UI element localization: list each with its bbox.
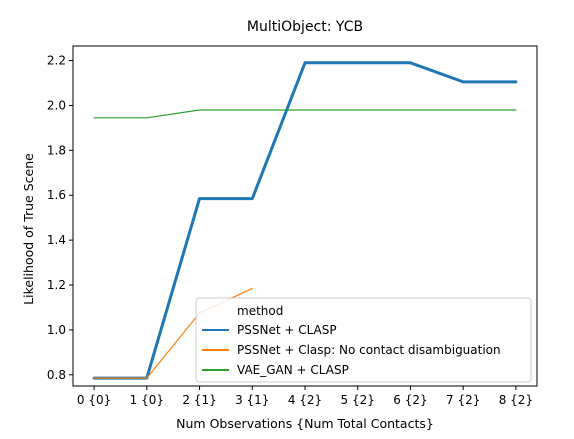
series-line-3 — [93, 109, 517, 119]
x-tick-label: 7 {2} — [446, 393, 480, 407]
x-tick-label: 5 {2} — [341, 393, 375, 407]
legend-label-2: PSSNet + Clasp: No contact disambiguatio… — [237, 343, 501, 357]
x-tick-label: 4 {2} — [288, 393, 322, 407]
legend-title: method — [237, 304, 283, 318]
chart-title: MultiObject: YCB — [247, 19, 363, 35]
legend-label-1: PSSNet + CLASP — [237, 323, 337, 337]
y-tick-label: 1.4 — [47, 233, 66, 247]
legend-label-3: VAE_GAN + CLASP — [237, 363, 349, 377]
x-tick-label: 3 {1} — [235, 393, 269, 407]
x-tick-label: 0 {0} — [77, 393, 111, 407]
y-tick-label: 1.0 — [47, 323, 66, 337]
y-tick-label: 2.0 — [47, 98, 66, 112]
y-tick-label: 2.2 — [47, 54, 66, 68]
y-tick-label: 1.2 — [47, 278, 66, 292]
axes: 0 {0} 1 {0} 2 {1} 3 {1} 4 {2} 5 {2} 6 {2} 7 {2}… — [47, 45, 538, 407]
legend: method PSSNet + CLASP PSSNet + Clasp: No c… — [195, 297, 532, 383]
x-axis-label: Num Observations {Num Total Contacts} — [176, 416, 434, 431]
x-tick-label: 6 {2} — [393, 393, 427, 407]
y-tick-label: 1.8 — [47, 143, 66, 157]
x-tick-label: 2 {1} — [182, 393, 216, 407]
y-tick-label: 0.8 — [47, 368, 66, 382]
series-line-1 — [92, 61, 518, 380]
legend-box — [195, 297, 532, 383]
x-tick-label: 1 {0} — [130, 393, 164, 407]
y-axis-label: Likelihood of True Scene — [21, 153, 36, 305]
y-tick-label: 1.6 — [47, 188, 66, 202]
x-tick-label: 8 {2} — [499, 393, 533, 407]
